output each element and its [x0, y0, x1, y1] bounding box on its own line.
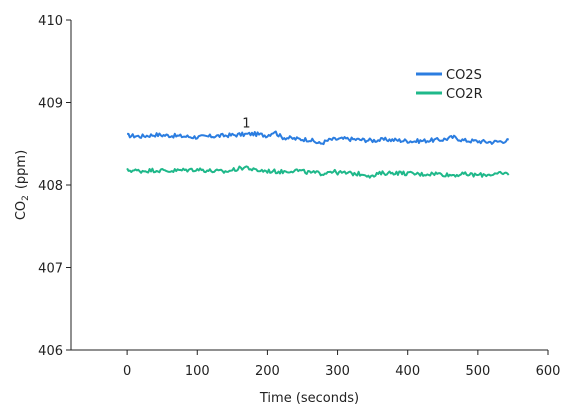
x-tick-label: 100	[185, 364, 210, 379]
x-ticks: 0 100 200 300 400 500 600	[123, 350, 560, 379]
legend-label-co2r: CO2R	[446, 87, 483, 102]
y-axis-title-unit: (ppm)	[14, 150, 29, 189]
series-line-co2s	[127, 130, 510, 146]
x-tick-label: 0	[123, 364, 131, 379]
y-axis-title-main: CO	[14, 201, 29, 220]
series-layer	[126, 130, 510, 179]
x-tick-label: 200	[255, 364, 280, 379]
x-tick-label: 300	[325, 364, 350, 379]
y-tick-label: 408	[38, 179, 63, 194]
legend-label-co2s: CO2S	[446, 68, 482, 83]
annotation-label: 1	[242, 116, 250, 131]
x-axis-title: Time (seconds)	[259, 391, 359, 406]
x-tick-label: 500	[465, 364, 490, 379]
y-tick-label: 406	[38, 344, 63, 359]
series-line-co2r	[126, 165, 510, 179]
y-tick-label: 410	[38, 14, 63, 29]
y-axis-title: CO2 (ppm)	[14, 150, 31, 220]
x-tick-label: 600	[536, 364, 561, 379]
y-tick-label: 407	[38, 262, 63, 277]
y-axis-title-subscript: 2	[21, 195, 31, 201]
y-ticks: 406 407 408 409 410	[38, 14, 71, 359]
x-tick-label: 400	[395, 364, 420, 379]
legend: CO2S CO2R	[416, 68, 483, 102]
y-tick-label: 409	[38, 97, 63, 112]
